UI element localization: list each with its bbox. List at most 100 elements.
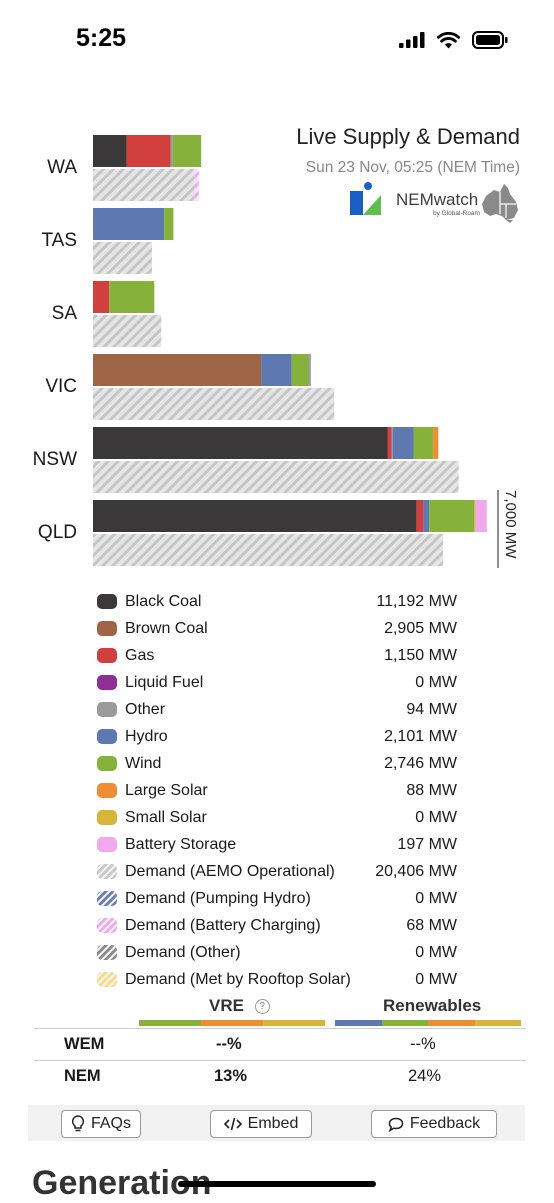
legend-value: 20,406 MW — [375, 862, 457, 880]
legend-swatch — [97, 729, 117, 744]
vre-color-segment — [139, 1020, 201, 1026]
legend-value: 0 MW — [415, 970, 457, 988]
renewables-color-segment — [428, 1020, 475, 1026]
legend-label: Black Coal — [125, 592, 202, 610]
legend-item[interactable]: Hydro 2,101 MW — [97, 723, 469, 750]
demand-bar-wa[interactable] — [93, 169, 195, 201]
legend-item[interactable]: Demand (Pumping Hydro) 0 MW — [97, 885, 469, 912]
legend-item[interactable]: Demand (AEMO Operational) 20,406 MW — [97, 858, 469, 885]
embed-label: Embed — [247, 1115, 299, 1132]
legend-item[interactable]: Liquid Fuel 0 MW — [97, 669, 469, 696]
legend-label: Small Solar — [125, 808, 207, 826]
demand-bar-nsw[interactable] — [93, 461, 459, 493]
supply-bar-vic-hydro[interactable] — [261, 354, 292, 386]
legend-item[interactable]: Battery Storage 197 MW — [97, 831, 469, 858]
supply-bar-nsw-gas[interactable] — [387, 427, 392, 459]
supply-bar-nsw-large-solar[interactable] — [433, 427, 439, 459]
logo-text: NEMwatch — [396, 190, 479, 209]
scale-label: 7,000 MW — [502, 490, 519, 559]
logo-byline: by Global-Roam — [433, 210, 480, 217]
legend-label: Demand (Other) — [125, 943, 241, 961]
supply-bar-wa-other[interactable] — [170, 135, 173, 167]
legend-swatch — [97, 702, 117, 717]
legend-value: 94 MW — [406, 700, 457, 718]
region-label-wa: WA — [47, 157, 77, 178]
supply-bar-sa-gas[interactable] — [93, 281, 110, 313]
legend-item[interactable]: Wind 2,746 MW — [97, 750, 469, 777]
supply-bar-wa-black-coal[interactable] — [93, 135, 127, 167]
legend-value: 197 MW — [397, 835, 457, 853]
status-time: 5:25 — [76, 24, 127, 52]
footer-toolbar: FAQs Embed Feedback — [28, 1105, 525, 1141]
region-label-nsw: NSW — [33, 449, 77, 470]
legend-item[interactable]: Gas 1,150 MW — [97, 642, 469, 669]
vre-color-bar — [139, 1020, 325, 1026]
legend-swatch — [97, 837, 117, 852]
legend-swatch — [97, 918, 117, 933]
demand-bar-tas[interactable] — [93, 242, 153, 274]
supply-bar-nsw-other[interactable] — [391, 427, 393, 459]
embed-button[interactable]: Embed — [210, 1110, 312, 1138]
legend-item[interactable]: Brown Coal 2,905 MW — [97, 615, 469, 642]
summary-header: VRE ? Renewables — [34, 992, 526, 1028]
supply-bar-qld-gas[interactable] — [416, 500, 424, 532]
nemwatch-logo-icon — [350, 182, 381, 215]
legend-label: Gas — [125, 646, 155, 664]
battery-charging-bar-wa[interactable] — [194, 169, 199, 201]
faqs-button[interactable]: FAQs — [61, 1110, 141, 1138]
supply-bar-qld-black-coal[interactable] — [93, 500, 417, 532]
legend-item[interactable]: Demand (Other) 0 MW — [97, 939, 469, 966]
legend-item[interactable]: Demand (Met by Rooftop Solar) 0 MW — [97, 966, 469, 993]
supply-bar-sa-wind[interactable] — [109, 281, 155, 313]
legend-swatch — [97, 648, 117, 663]
legend-swatch — [97, 891, 117, 906]
legend-item[interactable]: Other 94 MW — [97, 696, 469, 723]
supply-bar-nsw-black-coal[interactable] — [93, 427, 388, 459]
chart-legend: Black Coal 11,192 MW Brown Coal 2,905 MW Gas… — [97, 588, 469, 993]
legend-item[interactable]: Small Solar 0 MW — [97, 804, 469, 831]
demand-bar-sa[interactable] — [93, 315, 162, 347]
legend-value: 0 MW — [415, 889, 457, 907]
chart-timestamp: Sun 23 Nov, 05:25 (NEM Time) — [305, 159, 520, 176]
region-label: WEM — [64, 1035, 105, 1053]
supply-bar-vic-wind[interactable] — [291, 354, 309, 386]
legend-item[interactable]: Demand (Battery Charging) 68 MW — [97, 912, 469, 939]
legend-swatch — [97, 972, 117, 987]
renewables-header: Renewables — [383, 996, 482, 1015]
legend-value: 2,746 MW — [384, 754, 457, 772]
legend-value: 0 MW — [415, 943, 457, 961]
home-indicator[interactable] — [178, 1181, 376, 1187]
feedback-button[interactable]: Feedback — [371, 1110, 497, 1138]
renewables-color-bar — [335, 1020, 521, 1026]
supply-bar-nsw-wind[interactable] — [413, 427, 434, 459]
legend-swatch — [97, 675, 117, 690]
renewables-color-segment — [335, 1020, 382, 1026]
supply-bar-tas-wind[interactable] — [164, 208, 174, 240]
legend-value: 0 MW — [415, 808, 457, 826]
supply-bar-vic-brown-coal[interactable] — [93, 354, 262, 386]
supply-bar-wa-gas[interactable] — [126, 135, 171, 167]
supply-bar-nsw-hydro[interactable] — [392, 427, 414, 459]
legend-item[interactable]: Large Solar 88 MW — [97, 777, 469, 804]
legend-value: 68 MW — [406, 916, 457, 934]
supply-bar-qld-battery-storage[interactable] — [475, 500, 487, 532]
legend-value: 88 MW — [406, 781, 457, 799]
code-icon — [223, 1117, 242, 1131]
demand-bar-vic[interactable] — [93, 388, 335, 420]
nemwatch-logo[interactable]: NEMwatch by Global-Roam — [348, 180, 520, 226]
legend-item[interactable]: Black Coal 11,192 MW — [97, 588, 469, 615]
supply-bar-qld-small-solar[interactable] — [474, 500, 476, 532]
supply-bar-tas-hydro[interactable] — [93, 208, 165, 240]
demand-bar-qld[interactable] — [93, 534, 444, 566]
supply-bar-wa-wind[interactable] — [172, 135, 202, 167]
info-icon[interactable]: ? — [254, 999, 270, 1014]
supply-demand-chart: WA TAS SA VIC NSW QLD 7,000 MW — [33, 135, 519, 568]
supply-bar-qld-hydro[interactable] — [423, 500, 430, 532]
legend-label: Wind — [125, 754, 162, 772]
legend-label: Demand (Met by Rooftop Solar) — [125, 970, 351, 988]
region-label-tas: TAS — [41, 230, 77, 251]
supply-bar-qld-wind[interactable] — [429, 500, 475, 532]
legend-label: Battery Storage — [125, 835, 237, 853]
supply-bar-vic-other[interactable] — [308, 354, 311, 386]
legend-value: 2,101 MW — [384, 727, 457, 745]
